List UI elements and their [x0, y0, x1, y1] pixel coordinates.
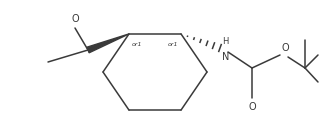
Text: H: H — [222, 37, 228, 46]
Text: or1: or1 — [132, 42, 142, 47]
Text: O: O — [71, 14, 79, 24]
Polygon shape — [87, 34, 129, 53]
Text: O: O — [248, 102, 256, 112]
Text: or1: or1 — [167, 42, 178, 47]
Text: O: O — [282, 43, 290, 53]
Text: N: N — [222, 52, 229, 62]
